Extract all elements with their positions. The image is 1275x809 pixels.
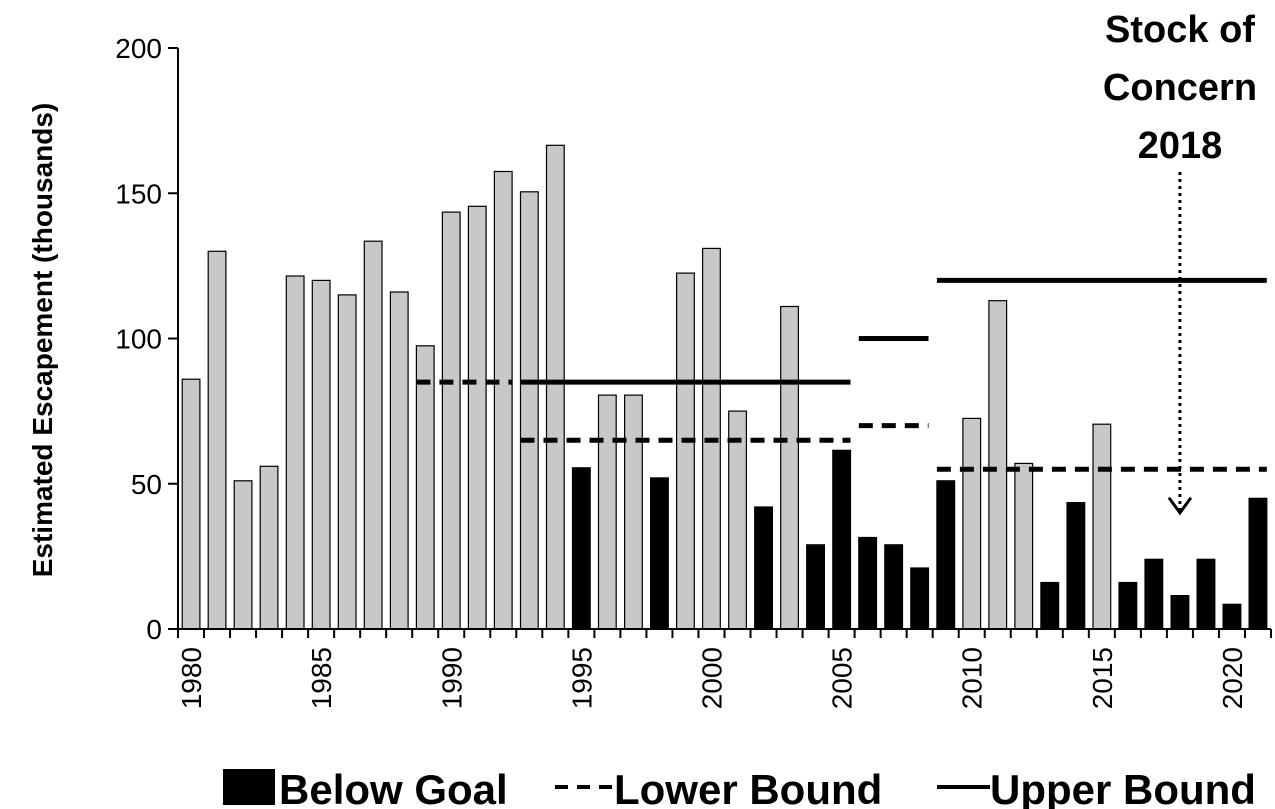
bar-1988 [389,291,409,630]
axes-layer: 0 50 100 150 200 1980 1985 1990 1995 2000 2005 2010… [115,33,1272,709]
x-tick-label-1990: 1990 [436,647,467,709]
annotation-line-1: Concern [1103,67,1257,109]
legend-below-goal-swatch [223,769,275,805]
bar-1996 [597,394,617,630]
bar-2019 [1196,558,1216,630]
legend-upper-bound-label: Upper Bound [990,766,1256,809]
bar-2011 [988,300,1008,630]
bar-2014 [1066,502,1086,630]
y-tick-label-200: 200 [115,33,162,64]
bar-2016 [1118,581,1138,630]
bar-1990 [441,211,461,630]
annotation-line-2: 2018 [1138,125,1223,167]
bar-2005 [832,449,852,630]
bar-1995 [571,467,591,630]
bar-2021 [1248,497,1268,630]
bar-1989 [415,345,435,630]
bar-2004 [806,544,826,630]
y-tick-label-0: 0 [146,614,162,645]
y-tick-label-50: 50 [131,469,162,500]
bar-2007 [884,544,904,630]
bar-1987 [363,240,383,630]
bar-2003 [780,305,800,630]
x-tick-label-1980: 1980 [176,647,207,709]
bar-2017 [1144,558,1164,630]
annotation-layer: Stock of Concern 2018 [1103,9,1257,516]
legend: Below Goal Lower Bound Upper Bound [223,766,1256,809]
bar-2020 [1222,603,1242,630]
bar-1998 [649,477,669,630]
y-axis-label: Estimated Escapement (thousands) [27,103,58,578]
bar-1980 [181,378,201,630]
bar-2008 [910,567,930,630]
x-tick-label-1985: 1985 [306,647,337,709]
bound-lines-layer [416,277,1267,472]
bar-1999 [675,272,695,630]
bar-1984 [285,275,305,630]
y-tick-label-150: 150 [115,178,162,209]
bar-1992 [493,170,513,630]
x-tick-label-2000: 2000 [697,647,728,709]
bar-1993 [519,191,539,630]
x-tick-label-2020: 2020 [1217,647,1248,709]
bar-2009 [936,480,956,630]
bar-1983 [259,465,279,630]
y-tick-label-100: 100 [115,324,162,355]
bar-2010 [962,417,982,630]
annotation-line-0: Stock of [1105,9,1255,51]
bar-1982 [233,480,253,630]
bar-2006 [858,536,878,630]
x-tick-label-1995: 1995 [566,647,597,709]
bar-1981 [207,250,227,630]
x-tick-label-2015: 2015 [1087,647,1118,709]
x-tick-label-2010: 2010 [957,647,988,709]
legend-lower-bound-label: Lower Bound [614,766,882,809]
bar-2013 [1040,581,1060,630]
bar-2001 [728,410,748,630]
bar-2002 [754,506,774,630]
bars-layer [181,144,1268,630]
bar-1991 [467,205,487,630]
bar-1986 [337,294,357,630]
bar-1985 [311,279,331,630]
annotation-arrow-head [1167,496,1193,516]
bar-1994 [545,144,565,630]
bar-2015 [1092,423,1112,630]
x-tick-label-2005: 2005 [827,647,858,709]
bar-1997 [623,394,643,630]
bar-2018 [1170,594,1190,630]
legend-below-goal-label: Below Goal [279,766,508,809]
bar-2012 [1014,462,1034,630]
